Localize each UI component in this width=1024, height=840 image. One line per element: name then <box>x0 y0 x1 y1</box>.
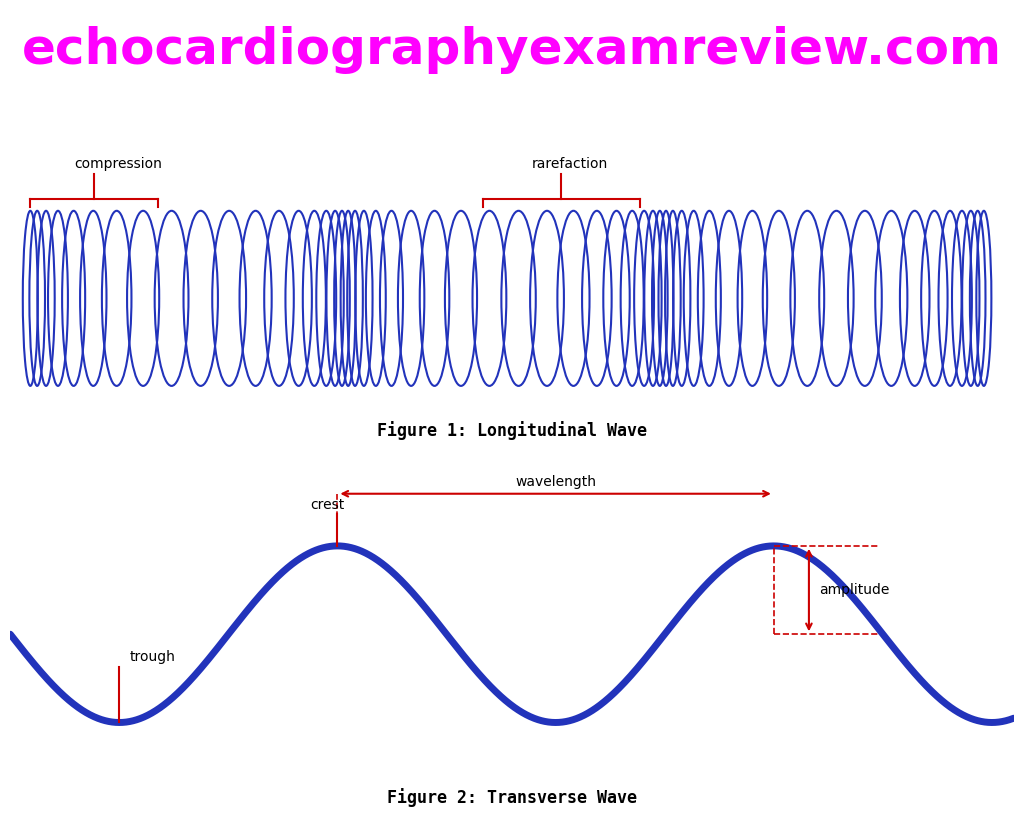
Text: Figure 2: Transverse Wave: Figure 2: Transverse Wave <box>387 788 637 806</box>
Text: trough: trough <box>129 650 175 664</box>
Text: amplitude: amplitude <box>819 583 889 597</box>
Text: wavelength: wavelength <box>515 475 596 489</box>
Text: compression: compression <box>75 157 163 171</box>
Text: crest: crest <box>310 498 344 512</box>
Text: rarefaction: rarefaction <box>531 157 608 171</box>
Text: echocardiographyexamreview.com: echocardiographyexamreview.com <box>22 26 1002 75</box>
Text: Figure 1: Longitudinal Wave: Figure 1: Longitudinal Wave <box>377 421 647 439</box>
